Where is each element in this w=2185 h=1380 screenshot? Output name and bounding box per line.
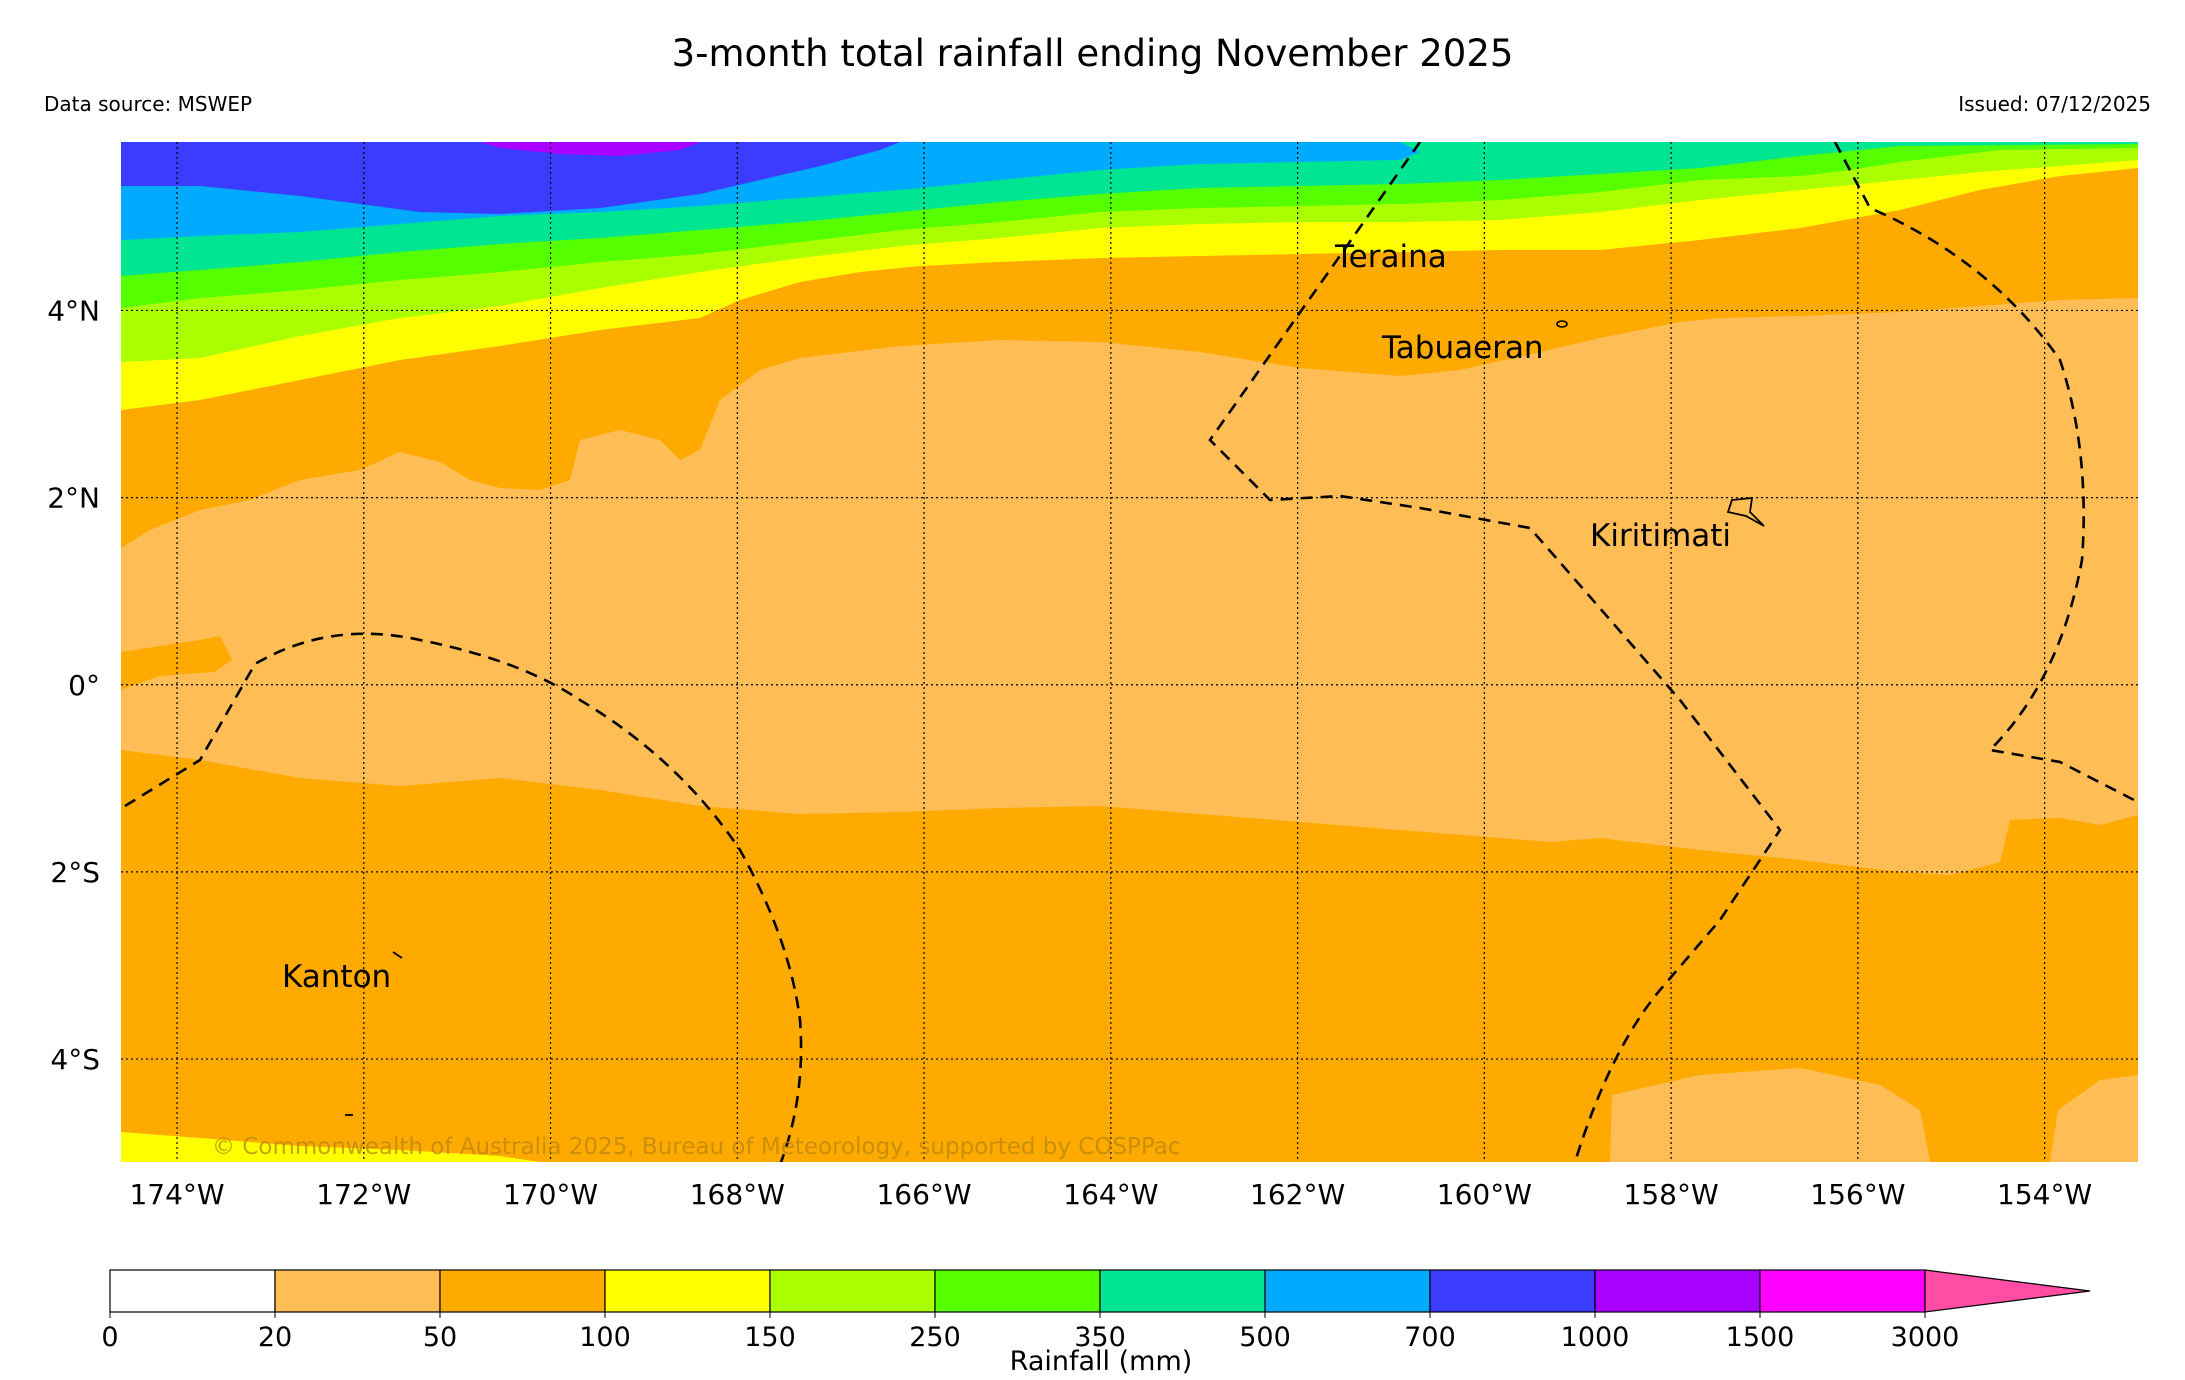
latitude-tick-label: 2°N [47, 482, 100, 515]
place-label-kiritimati: Kiritimati [1590, 518, 1731, 554]
longitude-tick-label: 166°W [876, 1178, 971, 1211]
longitude-tick-label: 170°W [503, 1178, 598, 1211]
longitude-tick-label: 162°W [1250, 1178, 1345, 1211]
colorbar-tick-label: 0 [101, 1322, 118, 1353]
latitude-tick-labels: 4°N 2°N 0° 2°S 4°S [47, 294, 100, 1076]
colorbar-tick-label: 700 [1404, 1322, 1456, 1353]
colorbar-swatch [769, 1269, 936, 1313]
colorbar-tick-label: 500 [1239, 1322, 1291, 1353]
band-20-50-patch-southeast [2050, 1075, 2138, 1162]
colorbar: 0 20 50 100 150 250 350 500 700 1000 1500 3000 [101, 1269, 2091, 1353]
colorbar-swatch [109, 1269, 276, 1313]
issued-date-label: Issued: 07/12/2025 [1958, 92, 2151, 116]
copyright-notice: © Commonwealth of Australia 2025, Bureau… [212, 1134, 1181, 1160]
colorbar-swatch [439, 1269, 606, 1313]
eez-boundaries [124, 142, 2138, 1162]
colorbar-tick-label: 1500 [1726, 1322, 1795, 1353]
band-1000-1500 [480, 142, 700, 156]
colorbar-swatch [274, 1269, 441, 1313]
longitude-tick-label: 174°W [129, 1178, 224, 1211]
kiritimati-island-shape [1726, 496, 1765, 527]
longitude-tick-label: 158°W [1624, 1178, 1719, 1211]
longitude-tick-label: 156°W [1810, 1178, 1905, 1211]
colorbar-tick-label: 20 [258, 1322, 292, 1353]
map-title: 3-month total rainfall ending November 2… [671, 32, 1514, 75]
place-label-tabuaeran: Tabuaeran [1381, 330, 1544, 366]
colorbar-swatch [1264, 1269, 1431, 1313]
longitude-tick-label: 160°W [1437, 1178, 1532, 1211]
graticule [121, 142, 2138, 1162]
colorbar-tick-label: 50 [423, 1322, 457, 1353]
eez-boundary-line-islands-east [1833, 142, 2138, 804]
colorbar-tick-label: 250 [909, 1322, 961, 1353]
band-100-150-south [121, 1132, 540, 1162]
rainfall-map: Teraina Tabuaeran Kiritimati Kanton © Co… [121, 142, 2138, 1162]
colorbar-label: Rainfall (mm) [1010, 1346, 1193, 1377]
band-20-50-patch-south [1610, 1068, 1930, 1162]
band-50-100-south [121, 750, 2138, 1162]
latitude-tick-label: 4°S [50, 1043, 100, 1076]
latitude-tick-label: 0° [68, 669, 100, 702]
band-700-1000 [121, 142, 900, 214]
colorbar-swatch [1759, 1269, 1926, 1313]
latitude-tick-label: 2°S [50, 856, 100, 889]
eez-boundary-phoenix [124, 632, 803, 1162]
longitude-tick-label: 168°W [690, 1178, 785, 1211]
longitude-tick-label: 154°W [1997, 1178, 2092, 1211]
longitude-tick-label: 164°W [1063, 1178, 1158, 1211]
place-label-teraina: Teraina [1334, 239, 1447, 275]
colorbar-tick-label: 150 [744, 1322, 796, 1353]
kanton-island-shape [392, 951, 403, 959]
place-label-kanton: Kanton [282, 959, 391, 995]
colorbar-extend-arrow [1924, 1269, 2091, 1313]
colorbar-tick-label: 3000 [1891, 1322, 1960, 1353]
colorbar-swatch [1099, 1269, 1266, 1313]
longitude-tick-label: 172°W [316, 1178, 411, 1211]
colorbar-swatch [934, 1269, 1101, 1313]
longitude-tick-labels: 174°W 172°W 170°W 168°W 166°W 164°W 162°W 160°W… [129, 1178, 2092, 1211]
colorbar-swatch [1594, 1269, 1761, 1313]
eez-boundary-line-islands-west [1208, 142, 1782, 1162]
tabuaeran-island-shape [1556, 320, 1568, 328]
colorbar-tick-label: 350 [1074, 1322, 1126, 1353]
colorbar-tick-label: 100 [579, 1322, 631, 1353]
latitude-tick-label: 4°N [47, 294, 100, 327]
colorbar-swatch [604, 1269, 771, 1313]
colorbar-tick-label: 1000 [1561, 1322, 1630, 1353]
data-source-label: Data source: MSWEP [44, 92, 253, 116]
colorbar-swatch [1429, 1269, 1596, 1313]
